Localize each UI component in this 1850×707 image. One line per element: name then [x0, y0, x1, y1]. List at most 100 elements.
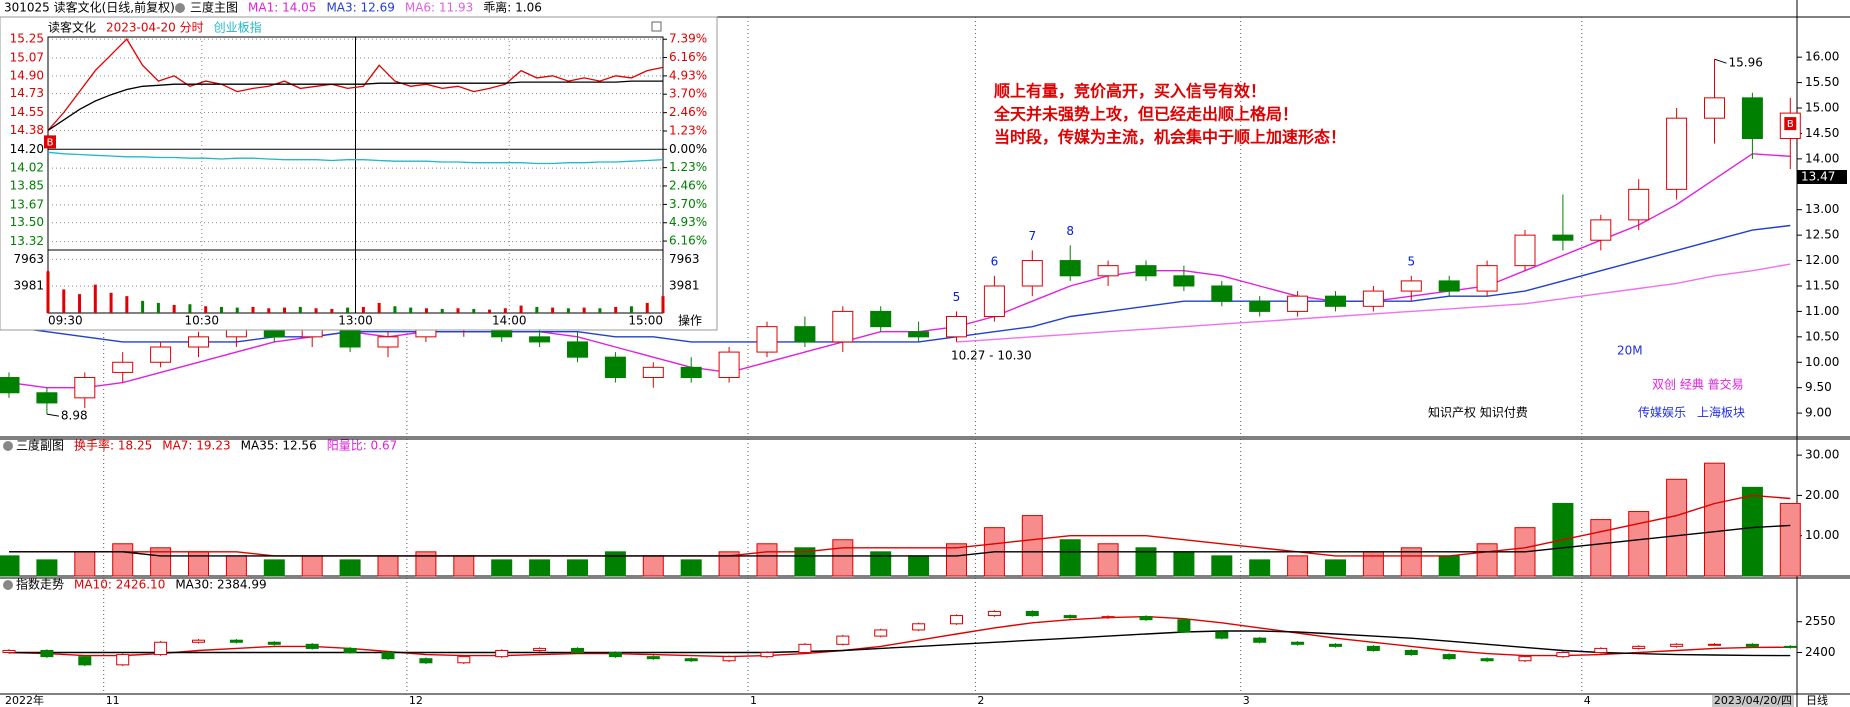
signal-number: 5 [1407, 254, 1415, 268]
candle-body [1438, 280, 1460, 292]
candle-body [1101, 616, 1115, 619]
header-text: MA3: 12.69 [326, 1, 394, 15]
y-tick-label: 14.00 [1805, 151, 1839, 165]
signal-number: 7 [1028, 229, 1036, 243]
candle-body [794, 326, 816, 343]
vol-tick-label: 3981 [669, 279, 700, 293]
x-tick-label: 2 [977, 694, 984, 707]
vol-tick-label: 3981 [13, 279, 44, 293]
bar [529, 559, 551, 577]
header-icon [3, 441, 13, 451]
candle-body [987, 610, 1001, 617]
y2-tick-label: 7.39% [669, 32, 707, 46]
bar [301, 555, 323, 577]
y2-tick-label: 4.93% [669, 68, 707, 82]
x-tick-label: 1 [750, 694, 757, 707]
y-tick-label: 13.67 [10, 197, 44, 211]
header-icon [3, 580, 13, 590]
x-tick-label: 13:00 [338, 314, 373, 328]
candle-body [1666, 117, 1688, 190]
candle-body [718, 351, 740, 379]
price-tag: 13.47 [1801, 170, 1835, 184]
header-text: 换手率: 18.25 [74, 438, 152, 453]
x-tick-label: 3 [1243, 694, 1250, 707]
bar [491, 559, 513, 577]
candle-body [305, 643, 319, 649]
y2-tick-label: 4.93% [669, 215, 707, 229]
candle-body [192, 639, 205, 643]
bar [1211, 555, 1233, 577]
bar [946, 543, 967, 577]
candle-body [1480, 658, 1494, 662]
bar [718, 551, 740, 577]
bar [225, 555, 247, 577]
ma-line [9, 630, 1791, 657]
candle-body [267, 641, 281, 645]
intraday-line [47, 80, 663, 131]
x-tick-label: 2023/04/20/四 [1714, 694, 1792, 707]
candle-body [1404, 649, 1418, 656]
candle-body [377, 336, 399, 348]
inset-icon[interactable] [651, 21, 662, 32]
y-tick-label: 16.00 [1805, 50, 1839, 64]
x-tick-label: 09:30 [48, 314, 83, 328]
bar [1287, 555, 1309, 577]
candle-body [36, 392, 58, 404]
y-tick-label: 15.07 [10, 50, 44, 64]
candle-body [533, 647, 547, 651]
candle-body [1552, 234, 1574, 241]
low-label: 8.98 [61, 409, 88, 423]
period-label[interactable]: 日线 [1806, 693, 1828, 707]
date-box [1712, 695, 1794, 707]
candle-body [1097, 265, 1119, 277]
y-tick-label: 10.00 [1805, 355, 1839, 369]
candle-body [229, 639, 243, 643]
candle-body [1329, 643, 1342, 647]
y-tick-label: 14.38 [10, 123, 44, 137]
bar [1628, 511, 1650, 577]
y-tick-label: 10.50 [1805, 329, 1839, 343]
header-text: 三度主图 [190, 0, 238, 15]
action-button[interactable]: 操作 [678, 313, 702, 328]
ma-line [956, 263, 1791, 343]
y-tick-label: 15.00 [1805, 101, 1839, 115]
candle-body [1442, 654, 1456, 660]
bar [1590, 519, 1612, 577]
bar [377, 555, 399, 577]
candle-body [604, 356, 626, 379]
candle-body [40, 649, 54, 658]
price-tag-box [1797, 170, 1847, 184]
candle-body [1745, 643, 1759, 647]
header-text: 301025 读客文化(日线,前复权) [4, 0, 175, 15]
chart-label: 10.27 - 10.30 [951, 349, 1032, 363]
candle-body [646, 656, 660, 660]
y2-tick-label: 6.16% [669, 50, 707, 64]
candle-body [1632, 645, 1646, 649]
candle-body [870, 310, 892, 328]
candle-body [567, 341, 588, 358]
candle-body [188, 336, 209, 348]
pointer [1714, 58, 1727, 64]
bar [1741, 486, 1763, 577]
bar [1666, 478, 1688, 577]
x-tick-label: 10:30 [184, 314, 219, 328]
signal-number: 5 [953, 290, 961, 304]
candle-body [1063, 615, 1077, 619]
y-tick-label: 14.73 [10, 86, 44, 100]
candle-body [1594, 647, 1608, 654]
candle-body [1628, 188, 1650, 221]
ma-line [9, 524, 1791, 557]
candle-body [150, 346, 172, 363]
y-tick-label: 2550 [1805, 614, 1836, 628]
bar [1021, 515, 1043, 577]
buy-marker: B [47, 137, 54, 148]
candle-body [1287, 295, 1309, 312]
bar [263, 559, 285, 577]
signal-number: 8 [1066, 224, 1074, 238]
candle-body [950, 615, 963, 625]
intraday-line [47, 38, 664, 131]
candle-body [874, 629, 888, 637]
header-text: 乖离: 1.06 [483, 0, 542, 15]
bar [756, 543, 778, 577]
